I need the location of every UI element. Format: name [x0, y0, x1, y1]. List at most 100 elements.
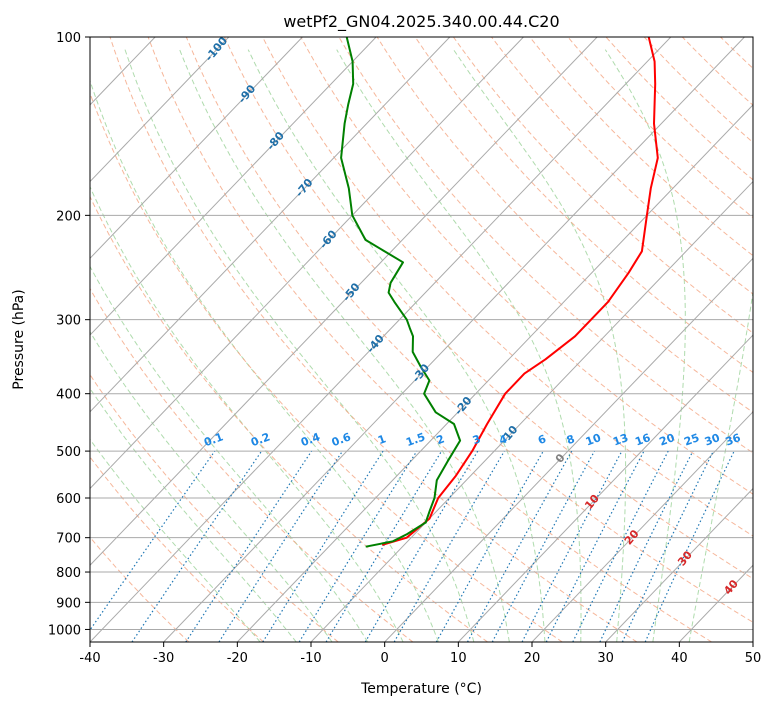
mixing-ratio-label: 20 — [658, 431, 677, 449]
moist-adiabat-line — [688, 288, 753, 642]
x-tick-label: -20 — [227, 651, 248, 666]
isotherm-line — [605, 487, 753, 642]
dry-adiabat-line — [300, 37, 753, 495]
mixing-ratio-label: 3 — [471, 432, 483, 447]
mixing-ratio-line — [466, 450, 573, 642]
y-tick-label: 300 — [56, 314, 81, 329]
dry-adiabat-line — [90, 536, 190, 642]
dry-adiabat-line — [90, 91, 563, 642]
mixing-ratio-line — [621, 450, 714, 642]
isotherm-line — [90, 37, 524, 490]
mixing-ratio-label: 13 — [611, 431, 630, 448]
mixing-ratio-label: 36 — [724, 431, 743, 449]
mixing-ratio-label: 16 — [633, 431, 652, 449]
mixing-ratio-line — [644, 450, 735, 642]
x-tick-label: -30 — [153, 651, 174, 666]
mixing-ratio-line — [131, 450, 263, 642]
isotherm-line — [90, 37, 672, 642]
moist-adiabat-line — [336, 49, 582, 642]
x-tick-label: 30 — [597, 651, 614, 666]
dry-adiabat-line — [605, 37, 753, 181]
dry-adiabat-line — [567, 37, 753, 219]
x-tick-label: -40 — [79, 651, 100, 666]
moist-adiabat-line — [90, 265, 369, 642]
dry-adiabat-line — [185, 37, 753, 623]
mixing-ratio-label: 2 — [435, 432, 447, 447]
mixing-ratio-lines — [90, 450, 735, 642]
mixing-ratio-label: 8 — [565, 432, 577, 447]
dry-adiabat-line — [643, 37, 753, 144]
moist-adiabat-line — [90, 330, 333, 642]
mixing-ratio-label: 0.6 — [330, 430, 353, 449]
dry-adiabat-line — [109, 37, 638, 642]
plot-frame — [89, 36, 754, 643]
mixing-ratio-label: 6 — [536, 432, 548, 447]
dry-adiabat-line — [90, 287, 414, 642]
x-tick-label: 0 — [381, 651, 389, 666]
isobars — [90, 37, 753, 630]
dewpoint-profile-line — [340, 37, 462, 548]
y-tick-label: 400 — [56, 388, 81, 403]
profile-series — [340, 37, 659, 548]
mixing-ratio-line — [298, 450, 418, 642]
isotherm-line — [384, 257, 753, 642]
mixing-ratio-line — [90, 450, 216, 632]
x-tick-label: 40 — [671, 651, 688, 666]
mixing-ratio-label: 0.1 — [202, 430, 225, 449]
mixing-ratio-line — [435, 450, 544, 642]
mixing-ratio-label: 10 — [584, 431, 603, 449]
y-tick-label: 700 — [56, 532, 81, 547]
mixing-ratio-line — [325, 450, 443, 642]
dry-adiabat-line — [529, 37, 753, 257]
y-tick-label: 600 — [56, 492, 81, 507]
mixing-ratio-label: 30 — [703, 431, 722, 449]
mixing-ratio-line — [599, 450, 694, 642]
y-tick-label: 100 — [56, 31, 81, 46]
y-tick-label: 500 — [56, 445, 81, 460]
mixing-ratio-label: 0.4 — [299, 430, 322, 449]
moist-adiabat-line — [124, 49, 475, 642]
moist-adiabat-line — [453, 49, 627, 642]
dry-adiabat-line — [90, 195, 488, 642]
isotherm-line — [236, 104, 753, 642]
moist-adiabats — [90, 49, 753, 642]
isotherm-line — [90, 37, 451, 413]
dry-adiabat-line — [452, 37, 753, 334]
dry-adiabat-line — [262, 37, 753, 537]
dry-adiabat-line — [414, 37, 753, 374]
plot-area: -100-90-80-70-60-50-40-30-20-100.1 0.2 0.4… — [90, 37, 753, 642]
y-axis-label: Pressure (hPa) — [11, 289, 27, 389]
y-tick-label: 900 — [56, 596, 81, 611]
isotherm-line — [90, 37, 230, 183]
x-tick-label: 50 — [745, 651, 762, 666]
isotherm-line — [531, 411, 753, 642]
dry-adiabat-line — [147, 37, 712, 642]
mixing-ratio-label: 0.2 — [249, 430, 272, 449]
dry-adiabat-line — [90, 456, 264, 642]
moist-adiabat-line — [90, 79, 439, 642]
mixing-ratio-line — [393, 450, 505, 642]
mixing-ratio-line — [364, 450, 479, 642]
dry-adiabat-line — [224, 37, 753, 580]
y-tick-label: 800 — [56, 566, 81, 581]
moist-adiabat-line — [90, 387, 297, 642]
isotherm-line — [310, 180, 753, 642]
mixing-ratio-line — [218, 450, 344, 642]
y-tick-label: 200 — [56, 209, 81, 224]
mixing-ratio-label: 1.5 — [404, 430, 427, 449]
isotherms — [90, 37, 753, 642]
moist-adiabat-line — [179, 49, 510, 642]
mixing-ratio-label: 1 — [376, 432, 388, 447]
isotherm-line — [90, 37, 598, 566]
x-axis-ticks: -40 -30 -20 -10 0 10 20 30 40 50 — [79, 642, 761, 666]
moist-adiabat-line — [90, 185, 404, 642]
isotherm-line — [90, 37, 303, 260]
isotherm-line — [90, 37, 377, 336]
x-axis-label: Temperature (°C) — [360, 681, 482, 697]
chart-title: wetPf2_GN04.2025.340.00.44.C20 — [283, 12, 559, 32]
temperature-profile-line — [381, 37, 659, 546]
mixing-ratio-line — [491, 450, 596, 642]
y-tick-label: 1000 — [48, 623, 81, 638]
x-tick-label: 20 — [524, 651, 541, 666]
